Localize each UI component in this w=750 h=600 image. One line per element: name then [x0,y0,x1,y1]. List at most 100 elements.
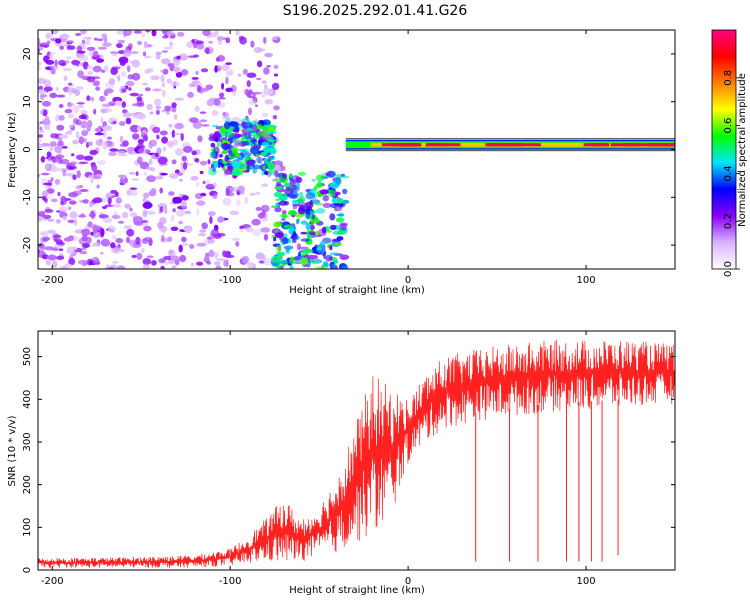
spectrogram-blob [50,177,54,182]
spectrogram-blob [303,248,313,254]
spectrogram-blob [211,110,219,116]
spectrogram-blob [72,139,79,145]
spectrogram-blob [38,38,41,45]
spectrogram-blob [221,64,230,72]
spectrogram-blob [77,104,85,109]
spectrogram-blob [283,182,291,187]
spectrogram-blob [169,172,179,179]
snr-y-tick-label: 0 [22,567,33,573]
spectrogram-blob [159,69,166,73]
spectrogram-blob [208,40,214,44]
spectrogram-blob [86,258,94,266]
spectrogram-blob [109,148,119,152]
spectrogram-blob [96,262,101,265]
spectrogram-blob [321,226,327,234]
colorbar-gradient [711,29,737,270]
spectrogram-blob [244,89,249,96]
spectrogram-blob [160,74,165,83]
spectrogram-blob [112,261,119,264]
spectrogram-blob [216,258,226,261]
spectrogram-blob [100,238,111,247]
spectrogram-blob [254,104,258,107]
spectrogram-blob [217,161,221,168]
spectrogram-blob [107,225,116,233]
spectrogram-blob [131,59,141,68]
spectrogram-blob [38,143,43,149]
spectrogram-blob [127,74,134,80]
spectrogram-blob [93,37,98,41]
spectrogram-blob [91,256,100,264]
spectrogram-blob [67,219,76,224]
spectrogram-blob [50,162,56,170]
spectrogram-blob [143,171,148,177]
spectrogram-blob [160,172,168,176]
spectrogram-blob [174,147,184,156]
spectrogram-blob [149,111,154,115]
spectrogram-blob [241,148,250,156]
spectrogram-blob [261,112,269,118]
spectrogram-blob [86,46,96,51]
spectrogram-blob [171,265,177,269]
spectrogram-blob [219,154,223,158]
spectrogram-blob [273,221,282,228]
spectrogram-blob [262,131,268,137]
spectrogram-blob [181,155,187,162]
spectrogram-blob [127,43,133,50]
spectrogram-blob [255,206,262,211]
spectrogram-blob [250,120,258,126]
spectrogram-blob [180,133,184,141]
spectrogram-blob [213,251,219,259]
spectrogram-blob [122,112,132,118]
spectrogram-blob [155,105,162,110]
spectrogram-blob [68,192,79,198]
carrier-core [489,143,510,147]
snr-x-tick-label: -200 [41,576,64,587]
spectrogram-blob [71,153,75,157]
spectrogram-blob [199,88,210,92]
spectrogram-blob [315,266,325,269]
snr-x-tick-label: -100 [219,576,242,587]
spectrogram-blob [39,126,43,131]
spectrogram-blob [91,164,98,172]
spectrogram-blob [315,231,320,236]
spectrogram-blob [156,147,162,155]
spectrogram-blob [250,93,254,97]
spectrogram-blob [212,193,218,200]
spectrogram-blob [54,114,60,122]
spectrogram-blob [268,126,275,133]
spectrogram-blob [256,131,262,139]
spectrogram-blob [191,76,199,80]
spectrogram-blob [88,213,96,218]
spectrogram-blob [148,141,153,150]
spectrogram-blob [311,178,316,182]
spectrogram-blob [41,254,49,260]
spectrogram-blob [67,102,76,107]
spectrogram-blob [66,87,76,94]
spectrogram-blob [105,192,113,198]
spectrogram-blob [146,166,153,171]
spectrogram-blob [262,165,266,171]
spectrogram-blob [42,182,53,186]
colorbar-tick-label: 0.4 [723,165,734,181]
spectrogram-blob [42,238,48,243]
spectrogram-blob [166,78,172,84]
spectrogram-blob [331,257,338,263]
spectrogram-blob [256,77,262,81]
spectrogram-blob [38,121,41,130]
spectrogram-blob [238,191,245,195]
spectrogram-blob [132,112,137,119]
spectrogram-blob [129,212,138,218]
spectrogram-blob [291,239,297,243]
spectrogram-blob [264,99,274,105]
spectrogram-blob [207,238,216,244]
spectrogram-blob [79,251,88,255]
spectrogram-blob [217,216,225,223]
spectrogram-blob [46,32,54,39]
spectrogram-blobs [38,30,675,269]
spectrogram-blob [252,91,263,95]
spectrogram-blob [108,78,115,85]
spectrogram-blob [182,242,189,247]
spectrogram-blob [190,262,195,267]
spectrogram-blob [266,64,271,68]
spectrogram-blob [118,121,126,126]
